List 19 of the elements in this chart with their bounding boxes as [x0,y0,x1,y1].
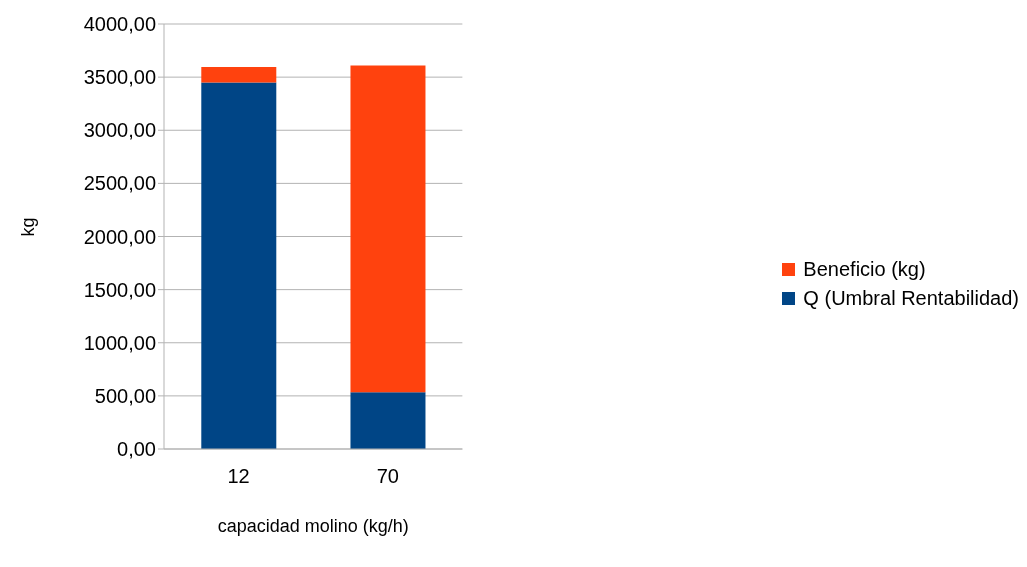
y-tick-label: 4000,00 [83,13,156,36]
y-tick-label: 500,00 [94,384,156,407]
x-tick-label: 70 [376,465,399,488]
bar [201,67,277,83]
bar [350,392,426,449]
y-tick-label: 2500,00 [83,172,156,195]
y-tick-label: 3500,00 [83,66,156,89]
y-tick-label: 1000,00 [83,331,156,354]
x-tick-label: 12 [227,465,250,488]
legend-label: Beneficio (kg) [803,257,926,281]
y-tick-label: 2000,00 [83,225,156,248]
bar [201,82,277,449]
legend-label: Q (Umbral Rentabilidad) [803,286,1019,310]
y-tick-label: 0,00 [117,438,156,461]
bar [350,65,426,393]
y-tick-label: 1500,00 [83,278,156,301]
y-axis-title: kg [18,217,39,237]
y-tick-label: 3000,00 [83,119,156,142]
x-axis-title: capacidad molino (kg/h) [217,515,409,536]
